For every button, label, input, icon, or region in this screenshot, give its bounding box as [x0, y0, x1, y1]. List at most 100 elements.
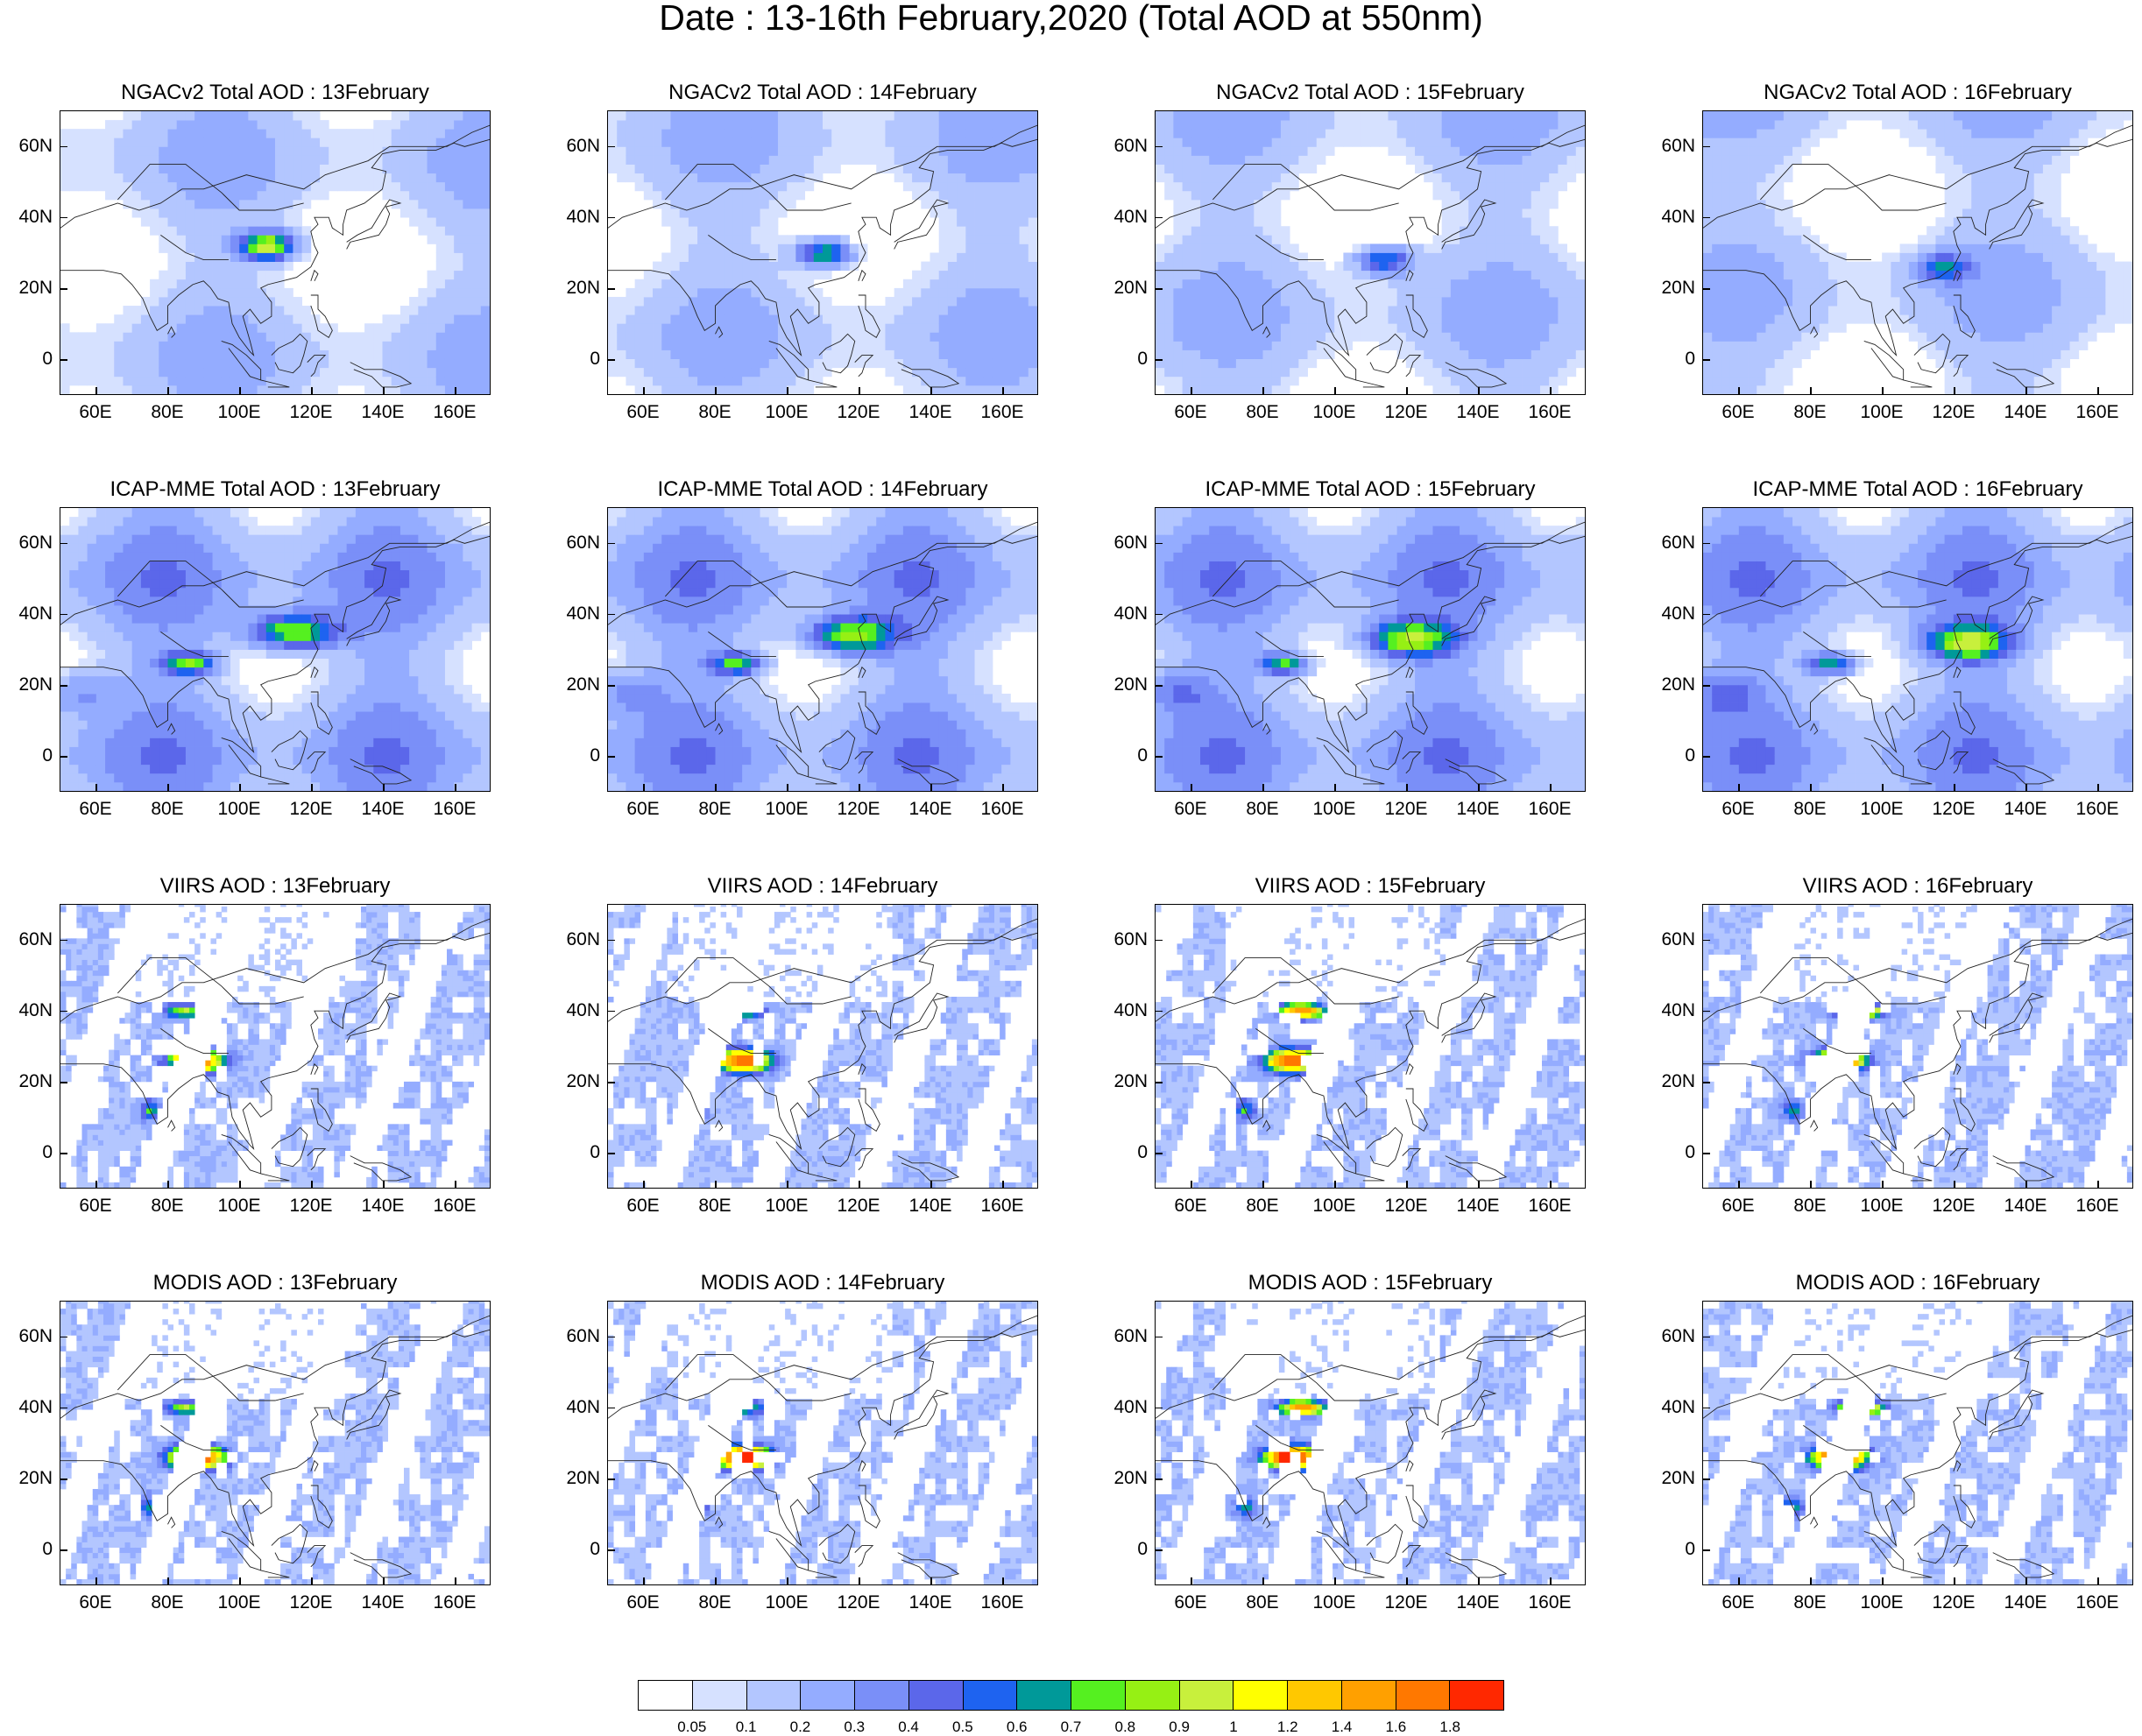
- lon-tick: [1810, 1181, 1812, 1189]
- aod-map: [60, 110, 491, 395]
- lat-tick-label: 20N: [1104, 1071, 1148, 1092]
- lat-tick: [607, 1011, 615, 1013]
- lat-tick-label: 60N: [1104, 136, 1148, 157]
- lon-tick-label: 140E: [352, 799, 414, 820]
- coastline: [1904, 380, 1933, 387]
- lon-tick: [95, 1577, 97, 1585]
- lon-tick: [167, 1577, 169, 1585]
- lon-tick-label: 100E: [756, 1592, 817, 1613]
- lat-tick-label: 60N: [9, 136, 53, 157]
- lon-tick: [1550, 387, 1552, 395]
- lat-tick-label: 40N: [9, 1397, 53, 1418]
- lon-tick-label: 100E: [1304, 1196, 1365, 1217]
- lon-tick: [1406, 784, 1408, 792]
- lon-tick: [1334, 1577, 1336, 1585]
- lon-tick: [1882, 1577, 1884, 1585]
- colorbar-label: 0.9: [1157, 1718, 1201, 1736]
- lon-tick: [1262, 784, 1264, 792]
- lat-tick: [60, 614, 67, 616]
- lat-tick: [607, 614, 615, 616]
- lat-tick-label: 40N: [1651, 1000, 1695, 1021]
- lon-tick: [930, 387, 932, 395]
- lon-tick: [859, 784, 860, 792]
- lat-tick-label: 40N: [556, 603, 600, 625]
- colorbar-label: 1: [1212, 1718, 1255, 1736]
- lat-tick: [607, 940, 615, 942]
- lon-tick-label: 60E: [65, 1196, 126, 1217]
- lon-tick-label: 100E: [209, 1592, 270, 1613]
- lat-tick: [60, 1408, 67, 1409]
- lat-tick: [1702, 359, 1710, 361]
- lon-tick: [1334, 387, 1336, 395]
- lat-tick: [1155, 1153, 1163, 1154]
- lon-tick: [2025, 387, 2027, 395]
- lon-tick: [311, 387, 313, 395]
- lon-tick-label: 100E: [1851, 799, 1912, 820]
- lat-tick-label: 20N: [556, 1071, 600, 1092]
- lon-tick: [455, 387, 456, 395]
- lat-tick-label: 0: [556, 1142, 600, 1163]
- lon-tick: [1262, 1181, 1264, 1189]
- lon-tick: [1810, 784, 1812, 792]
- lon-tick-label: 60E: [1160, 1196, 1221, 1217]
- coastline: [1864, 341, 1904, 379]
- lat-tick-label: 0: [1651, 745, 1695, 766]
- lon-tick-label: 80E: [1232, 1196, 1293, 1217]
- coastline: [311, 271, 318, 281]
- lat-tick-label: 20N: [9, 1071, 53, 1092]
- aod-map: [1155, 110, 1586, 395]
- panel-title: MODIS AOD : 15February: [1155, 1271, 1586, 1295]
- lon-tick: [239, 1577, 241, 1585]
- lon-tick: [1191, 387, 1192, 395]
- lon-tick: [2025, 1577, 2027, 1585]
- lon-tick: [239, 784, 241, 792]
- lat-tick-label: 60N: [1104, 1326, 1148, 1347]
- lon-tick: [1550, 784, 1552, 792]
- lon-tick-label: 60E: [1707, 402, 1769, 423]
- lat-tick-label: 40N: [1104, 207, 1148, 228]
- lon-tick: [930, 784, 932, 792]
- lon-tick-label: 80E: [684, 402, 746, 423]
- panel-title: NGACv2 Total AOD : 13February: [60, 81, 491, 105]
- lat-tick-label: 60N: [556, 929, 600, 950]
- lat-tick: [1702, 1478, 1710, 1480]
- lon-tick-label: 80E: [137, 1592, 198, 1613]
- lat-tick-label: 60N: [1104, 929, 1148, 950]
- colorbar-swatch: [1342, 1681, 1396, 1710]
- lat-tick-label: 20N: [1651, 278, 1695, 299]
- lat-tick: [1155, 1011, 1163, 1013]
- lat-tick: [1155, 1478, 1163, 1480]
- lon-tick-label: 140E: [1995, 1592, 2056, 1613]
- lat-tick: [60, 1011, 67, 1013]
- lon-tick: [383, 387, 385, 395]
- lon-tick: [455, 784, 456, 792]
- colorbar-label: 0.4: [887, 1718, 930, 1736]
- lon-tick-label: 140E: [352, 1196, 414, 1217]
- lon-tick: [1882, 387, 1884, 395]
- lon-tick-label: 80E: [1232, 799, 1293, 820]
- lat-tick: [1155, 217, 1163, 219]
- lon-tick: [167, 784, 169, 792]
- lat-tick: [1702, 1153, 1710, 1154]
- lon-tick: [930, 1181, 932, 1189]
- lat-tick-label: 40N: [1651, 603, 1695, 625]
- lon-tick: [859, 1577, 860, 1585]
- lat-tick: [1702, 1337, 1710, 1338]
- lon-tick-label: 60E: [65, 402, 126, 423]
- lon-tick-label: 140E: [352, 1592, 414, 1613]
- lat-tick-label: 0: [556, 1539, 600, 1560]
- lon-tick: [239, 387, 241, 395]
- lat-tick-label: 40N: [9, 1000, 53, 1021]
- lat-tick-label: 40N: [1651, 1397, 1695, 1418]
- colorbar-label: 0.05: [670, 1718, 714, 1736]
- lat-tick: [607, 1337, 615, 1338]
- lon-tick: [643, 784, 645, 792]
- lon-tick-label: 80E: [1779, 1196, 1841, 1217]
- coastline: [1356, 380, 1385, 387]
- lon-tick: [1406, 1577, 1408, 1585]
- lon-tick: [1262, 1577, 1264, 1585]
